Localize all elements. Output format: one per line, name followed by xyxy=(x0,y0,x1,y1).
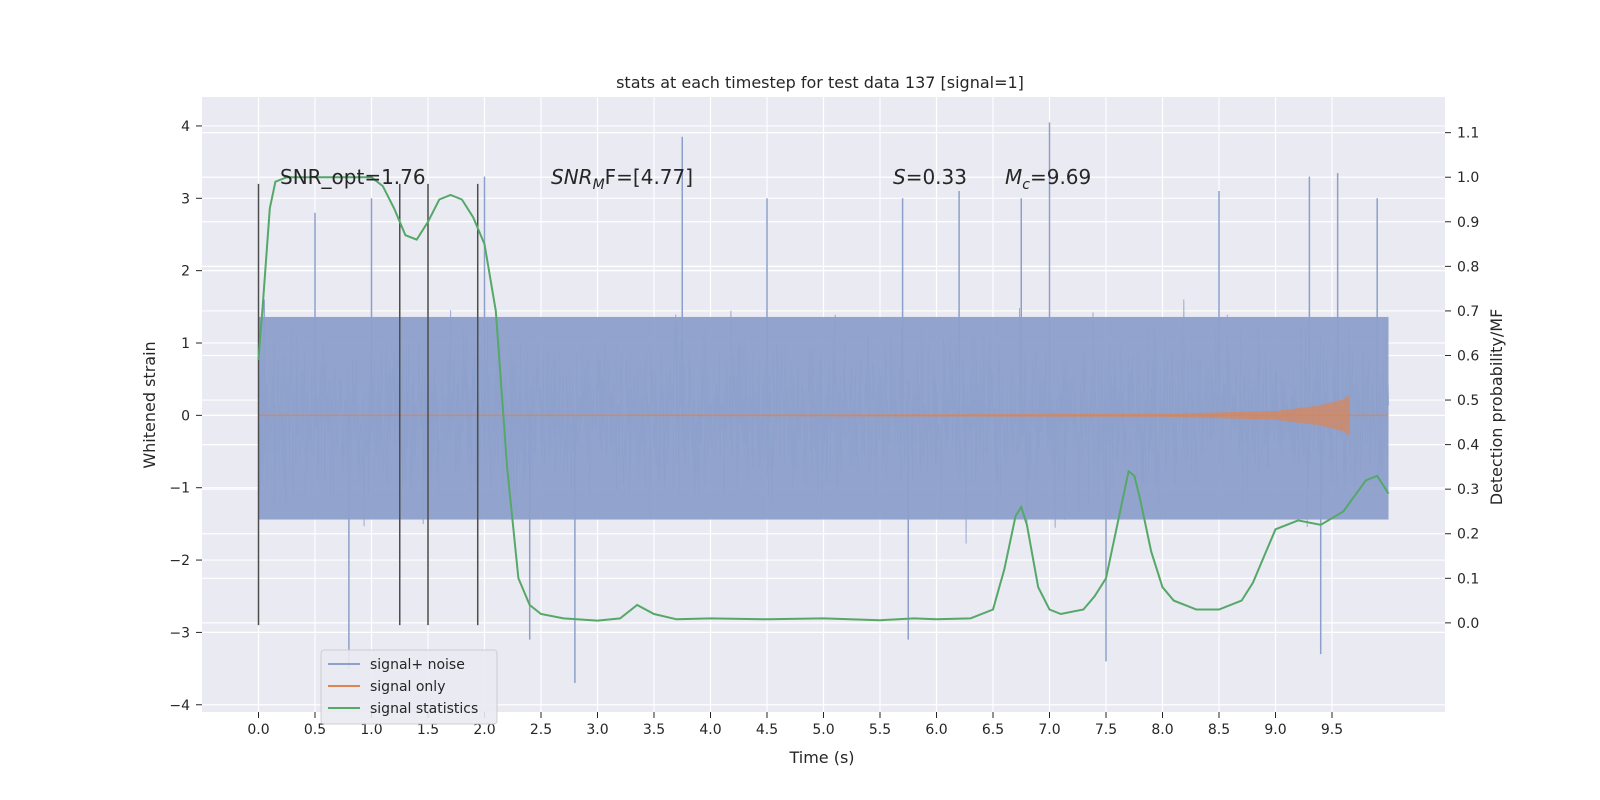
y-tick-label: −4 xyxy=(169,698,190,714)
x-tick-label: 9.0 xyxy=(1264,722,1286,738)
y2-tick-label: 0.3 xyxy=(1457,482,1479,498)
y2-axis-label: Detection probability/MF xyxy=(1487,309,1506,506)
x-tick-label: 7.0 xyxy=(1038,722,1060,738)
chart-title: stats at each timestep for test data 137… xyxy=(616,73,1024,92)
x-axis-label: Time (s) xyxy=(788,748,854,767)
series-signal-only xyxy=(258,395,1389,436)
x-tick-label: 9.5 xyxy=(1321,722,1343,738)
x-tick-label: 3.5 xyxy=(643,722,665,738)
x-tick-label: 1.0 xyxy=(360,722,382,738)
y2-tick-label: 0.4 xyxy=(1457,438,1479,454)
legend-label-signal-only: signal only xyxy=(370,679,445,695)
series-signal-noise xyxy=(258,122,1389,684)
y-tick-label: −3 xyxy=(169,625,190,641)
signal-statistics-line xyxy=(257,176,1390,622)
annotation-snr-opt: SNR_opt=1.76 xyxy=(280,165,426,189)
y-tick-label: −1 xyxy=(169,481,190,497)
y2-tick-label: 0.2 xyxy=(1457,527,1479,543)
y-axis-left: 4 3 2 1 0 −1 −2 −3 −4 xyxy=(169,119,202,714)
y2-tick-label: 0.0 xyxy=(1457,616,1479,632)
y2-tick-label: 0.6 xyxy=(1457,348,1479,364)
y-axis-label: Whitened strain xyxy=(140,341,159,468)
x-tick-label: 7.5 xyxy=(1095,722,1117,738)
legend-label-signal-noise: signal+ noise xyxy=(370,657,465,673)
vertical-markers xyxy=(257,183,479,626)
x-tick-label: 8.5 xyxy=(1208,722,1230,738)
y2-tick-label: 1.0 xyxy=(1457,170,1479,186)
annotation-snr-mf: SNRMF=[4.77] xyxy=(551,165,693,193)
y2-tick-label: 0.7 xyxy=(1457,304,1479,320)
y-axis-right: 1.1 1.0 0.9 0.8 0.7 0.6 0.5 0.4 0.3 0.2 0.1 0.0 xyxy=(1445,126,1479,632)
y2-tick-label: 1.1 xyxy=(1457,126,1479,142)
annotation-snr-mf-base: SNR xyxy=(551,165,593,189)
annotation-mc-value: =9.69 xyxy=(1030,165,1091,189)
x-tick-label: 6.0 xyxy=(925,722,947,738)
y-tick-label: 4 xyxy=(181,119,190,135)
y-tick-label: 1 xyxy=(181,336,190,352)
x-tick-label: 2.5 xyxy=(530,722,552,738)
y-tick-label: 3 xyxy=(181,191,190,207)
y-tick-label: −2 xyxy=(169,553,190,569)
series-signal-statistics xyxy=(257,176,1390,622)
signal-noise-band xyxy=(258,316,1389,520)
legend-box xyxy=(320,649,498,725)
x-tick-label: 0.0 xyxy=(247,722,269,738)
annotation-snr-mf-sub: M xyxy=(593,177,605,193)
y2-tick-label: 0.5 xyxy=(1457,393,1479,409)
annotation-s-value: =0.33 xyxy=(906,165,967,189)
annotation-s: S=0.33 xyxy=(893,165,967,189)
x-tick-label: 5.0 xyxy=(812,722,834,738)
legend: signal+ noise signal only signal statist… xyxy=(320,649,498,725)
annotation-mc-label: M xyxy=(1005,165,1022,189)
x-tick-label: 5.5 xyxy=(869,722,891,738)
x-tick-label: 1.5 xyxy=(417,722,439,738)
annotation-mc-sub: c xyxy=(1022,177,1030,193)
x-tick-label: 4.5 xyxy=(756,722,778,738)
annotation-s-label: S xyxy=(893,165,906,189)
y2-tick-label: 0.8 xyxy=(1457,259,1479,275)
x-tick-label: 8.0 xyxy=(1151,722,1173,738)
annotation-mc: Mc=9.69 xyxy=(1005,165,1091,193)
y-tick-label: 0 xyxy=(181,408,190,424)
x-tick-label: 0.5 xyxy=(304,722,326,738)
y2-tick-label: 0.1 xyxy=(1457,571,1479,587)
y2-tick-label: 0.9 xyxy=(1457,215,1479,231)
x-tick-label: 4.0 xyxy=(699,722,721,738)
annotation-snr-mf-rest: F=[4.77] xyxy=(605,165,693,189)
signal-only-envelope xyxy=(258,395,1351,436)
y-tick-label: 2 xyxy=(181,264,190,280)
x-tick-label: 3.0 xyxy=(586,722,608,738)
x-tick-label: 2.0 xyxy=(473,722,495,738)
x-tick-label: 6.5 xyxy=(982,722,1004,738)
x-axis: 0.0 0.5 1.0 1.5 2.0 2.5 3.0 3.5 4.0 4.5 5.0 5.5 6.0 6… xyxy=(247,712,1343,738)
legend-label-signal-statistics: signal statistics xyxy=(370,701,478,717)
